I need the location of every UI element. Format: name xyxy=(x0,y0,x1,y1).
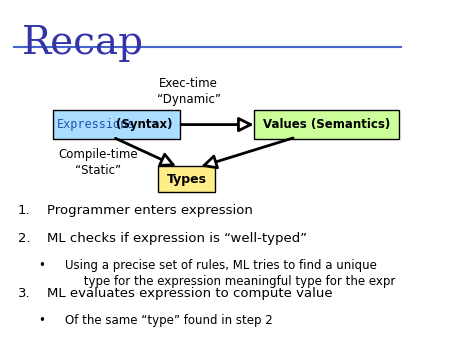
Text: Exec-time
“Dynamic”: Exec-time “Dynamic” xyxy=(157,77,220,106)
Text: Of the same “type” found in step 2: Of the same “type” found in step 2 xyxy=(65,314,273,327)
FancyBboxPatch shape xyxy=(53,110,180,139)
Text: Expressions: Expressions xyxy=(56,118,135,131)
Text: Programmer enters expression: Programmer enters expression xyxy=(47,204,252,217)
Text: (Syntax): (Syntax) xyxy=(116,118,172,131)
FancyBboxPatch shape xyxy=(158,166,216,192)
Text: 3.: 3. xyxy=(18,287,31,300)
Text: •: • xyxy=(38,259,45,272)
Text: Using a precise set of rules, ML tries to find a unique
     type for the expres: Using a precise set of rules, ML tries t… xyxy=(65,259,396,288)
Text: ML checks if expression is “well-typed”: ML checks if expression is “well-typed” xyxy=(47,232,307,245)
Text: 1.: 1. xyxy=(18,204,31,217)
Text: 2.: 2. xyxy=(18,232,31,245)
Text: Recap: Recap xyxy=(22,25,144,62)
Text: Compile-time
“Static”: Compile-time “Static” xyxy=(58,148,138,177)
Text: ML evaluates expression to compute value: ML evaluates expression to compute value xyxy=(47,287,332,300)
Text: •: • xyxy=(38,314,45,327)
Text: Types: Types xyxy=(166,173,207,186)
FancyBboxPatch shape xyxy=(255,110,399,139)
Text: Values (Semantics): Values (Semantics) xyxy=(263,118,390,131)
